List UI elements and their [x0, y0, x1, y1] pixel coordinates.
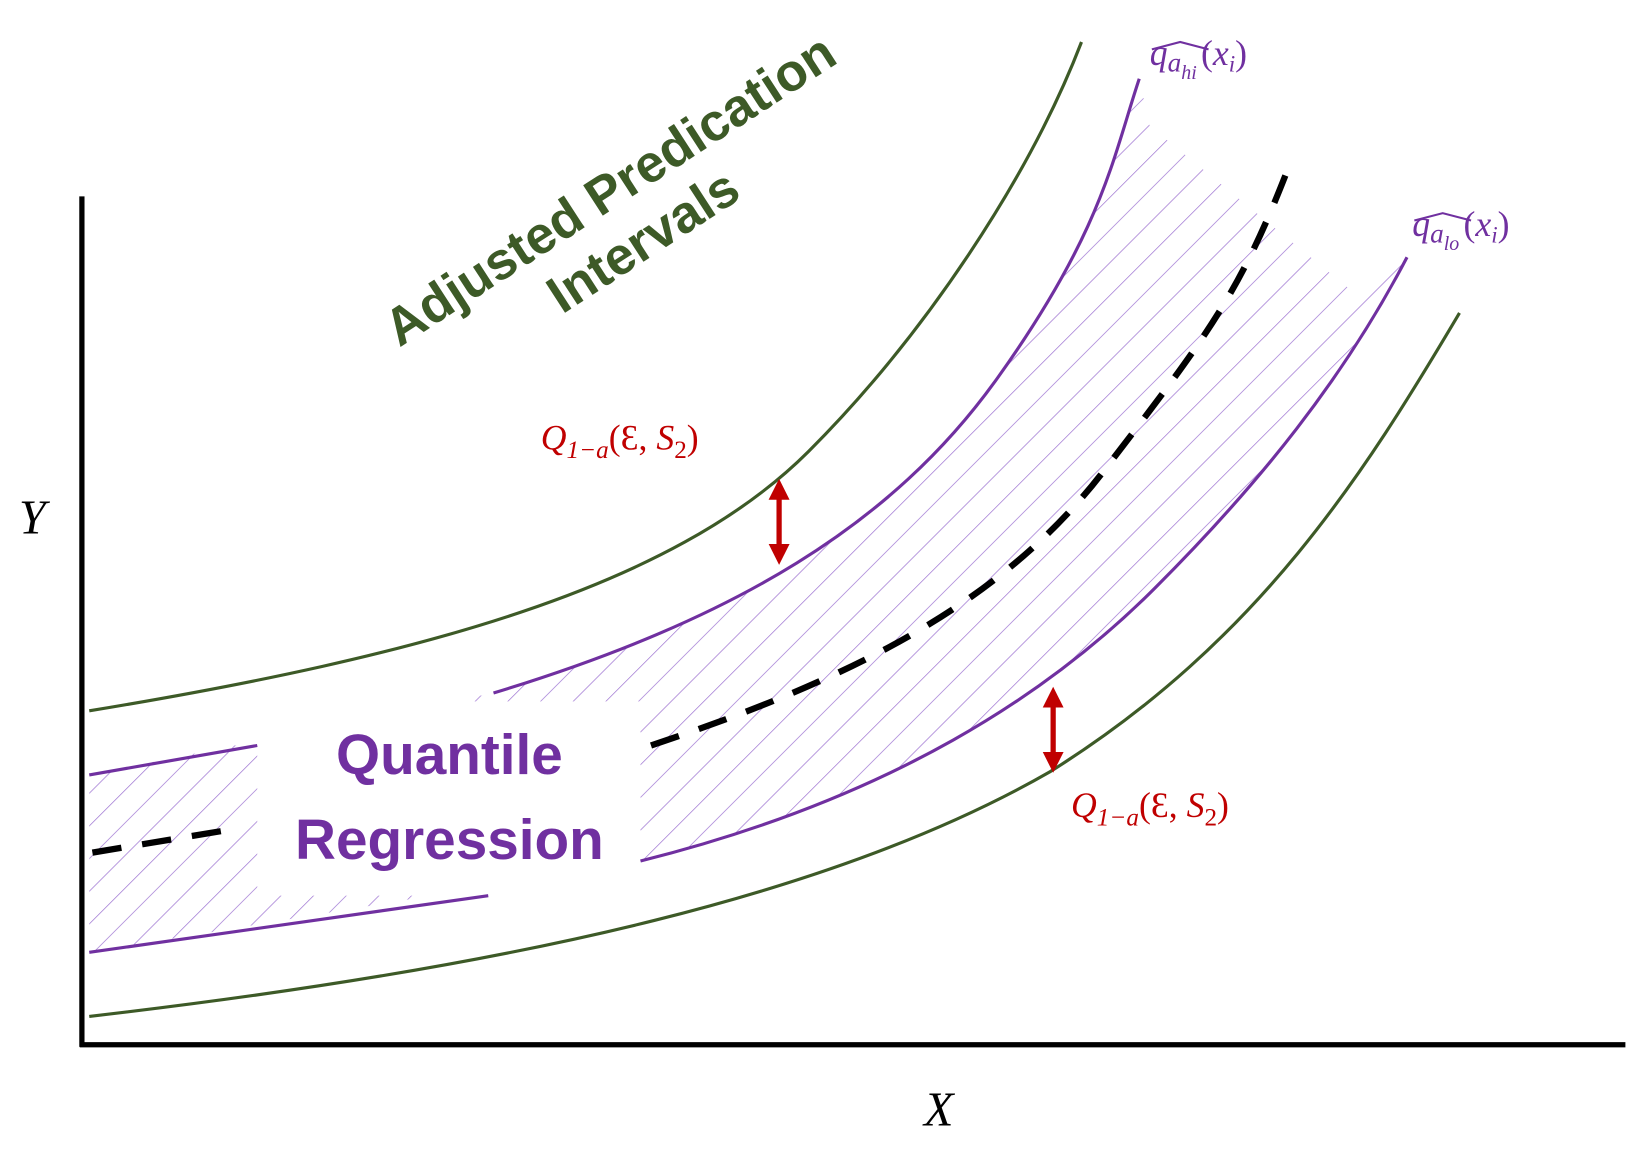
Q: Q — [1071, 785, 1097, 825]
i: i — [1491, 222, 1497, 248]
q: q — [1150, 33, 1168, 73]
two: 2 — [674, 437, 687, 464]
upper-quantile-label: qahi (xi) — [1150, 33, 1247, 84]
s: S — [656, 417, 674, 457]
lower-quantile-label: qalo (xi) — [1412, 204, 1509, 255]
hat — [1151, 40, 1209, 51]
x: x — [1474, 204, 1491, 244]
hat — [1414, 212, 1472, 222]
open: ( — [1201, 33, 1213, 73]
s: S — [1187, 785, 1205, 825]
q: q — [1412, 204, 1430, 244]
sub: lo — [1444, 233, 1460, 255]
upper-quantile-curve — [88, 78, 1141, 777]
alpha: a — [1168, 47, 1182, 77]
eps: Ɛ, — [1151, 785, 1187, 825]
x-axis-label: X — [922, 1084, 956, 1137]
x: x — [1212, 33, 1229, 73]
close: ) — [1217, 785, 1229, 825]
close: ) — [1235, 33, 1247, 73]
lower-quantile-curve — [89, 256, 1409, 954]
close: ) — [687, 417, 699, 457]
close: ) — [1498, 204, 1510, 244]
band-label: Quantile — [336, 724, 563, 787]
Q: Q — [541, 417, 567, 457]
band-label: Regression — [295, 809, 604, 872]
regression-curve — [91, 172, 1290, 856]
sub: 1−a — [567, 437, 609, 464]
open: ( — [1463, 204, 1475, 244]
lower-adjusted-curve — [89, 312, 1461, 1018]
title-line: Adjusted Predication — [374, 22, 846, 357]
i: i — [1229, 50, 1235, 76]
sub: hi — [1181, 62, 1197, 84]
upper-adjusted-curve — [88, 41, 1083, 713]
alpha: a — [1430, 219, 1444, 249]
sub: 1−a — [1097, 804, 1139, 831]
open: ( — [1139, 785, 1151, 825]
open: ( — [609, 417, 621, 457]
eps: Ɛ, — [621, 417, 657, 457]
y-axis-label: Y — [19, 491, 51, 544]
conformal-label: Q1−a(Ɛ, S2) — [1071, 785, 1229, 831]
drawing: Adjusted Predication Intervals Quantile … — [19, 22, 1626, 1137]
two: 2 — [1204, 804, 1217, 831]
label-backdrop — [257, 701, 641, 896]
conformal-label: Q1−a(Ɛ, S2) — [541, 417, 699, 463]
